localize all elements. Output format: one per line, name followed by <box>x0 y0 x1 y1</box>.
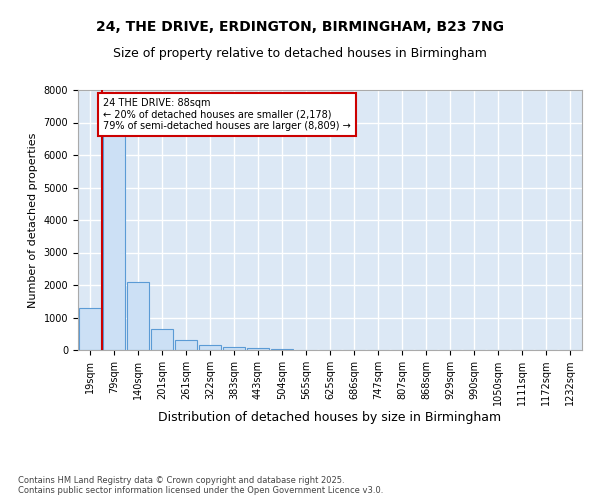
Text: 24, THE DRIVE, ERDINGTON, BIRMINGHAM, B23 7NG: 24, THE DRIVE, ERDINGTON, BIRMINGHAM, B2… <box>96 20 504 34</box>
Bar <box>79 308 101 350</box>
Bar <box>271 349 293 350</box>
Y-axis label: Number of detached properties: Number of detached properties <box>28 132 38 308</box>
Bar <box>127 282 149 350</box>
Bar <box>247 348 269 350</box>
Text: Contains HM Land Registry data © Crown copyright and database right 2025.
Contai: Contains HM Land Registry data © Crown c… <box>18 476 383 495</box>
Bar <box>151 329 173 350</box>
Bar <box>103 134 125 350</box>
Bar <box>223 347 245 350</box>
Text: 24 THE DRIVE: 88sqm
← 20% of detached houses are smaller (2,178)
79% of semi-det: 24 THE DRIVE: 88sqm ← 20% of detached ho… <box>103 98 351 132</box>
X-axis label: Distribution of detached houses by size in Birmingham: Distribution of detached houses by size … <box>158 411 502 424</box>
Bar <box>175 340 197 350</box>
Bar <box>199 346 221 350</box>
Text: Size of property relative to detached houses in Birmingham: Size of property relative to detached ho… <box>113 48 487 60</box>
